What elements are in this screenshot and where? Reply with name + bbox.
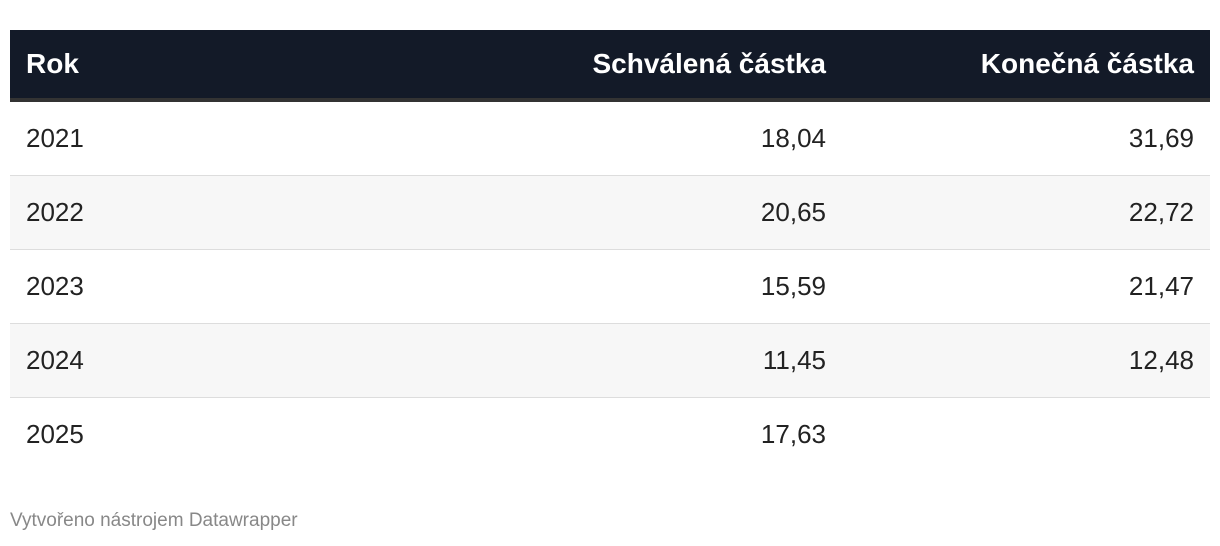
header-cell: Schválená částka xyxy=(402,30,842,102)
table-cell: 22,72 xyxy=(842,175,1210,250)
table-row: 2024 11,45 12,48 xyxy=(10,323,1210,398)
table-cell: 2023 xyxy=(10,249,402,324)
table-cell: 2024 xyxy=(10,323,402,398)
table-cell: 2025 xyxy=(26,419,84,449)
table-cell: 2022 xyxy=(10,175,402,250)
table-cell: 11,45 xyxy=(402,323,842,398)
table-cell: 2021 xyxy=(10,100,402,176)
empty-cell xyxy=(842,398,1210,472)
data-table: Rok Schválená částka Konečná částka 2021 18… xyxy=(10,30,1210,471)
table-cell: 20,65 xyxy=(402,175,842,250)
table-cell: 21,47 xyxy=(842,249,1210,324)
table-row: 2022 20,65 22,72 xyxy=(10,175,1210,250)
table-cell: 12,48 xyxy=(842,323,1210,398)
footer: Vytvořeno nástrojem Datawrapper xyxy=(10,510,298,531)
table-cell: 31,69 xyxy=(842,100,1210,176)
header-row: Rok Schválená částka Konečná částka xyxy=(10,30,1210,102)
table-header: Rok Schválená částka Konečná částka xyxy=(10,30,1210,102)
header-cell: Rok xyxy=(10,30,402,102)
table-row: 2023 15,59 21,47 xyxy=(10,249,1210,324)
table-body: 2021 18,04 31,69 2022 20,65 22,72 2023 15,59 21,… xyxy=(10,100,1210,471)
header-cell: Konečná částka xyxy=(842,30,1210,102)
table-cell: 17,63 xyxy=(760,419,826,449)
table-cell: 15,59 xyxy=(402,249,842,324)
table-row: 2025 17,63 xyxy=(10,398,1210,472)
table-row: 2021 18,04 31,69 xyxy=(10,100,1210,176)
table-cell: 18,04 xyxy=(402,100,842,176)
